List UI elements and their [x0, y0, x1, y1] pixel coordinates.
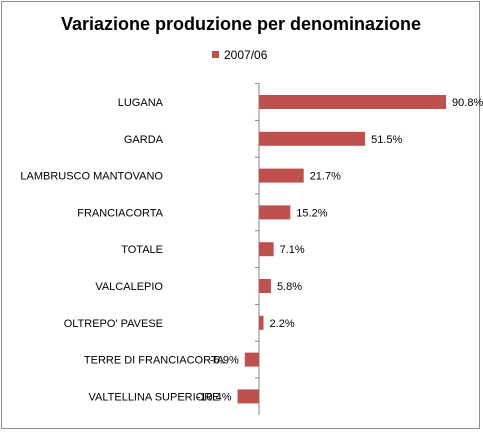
category-label: LUGANA: [118, 97, 164, 109]
value-label: 5.8%: [277, 281, 302, 293]
category-label: LAMBRUSCO MANTOVANO: [20, 171, 163, 183]
bar: [259, 131, 366, 146]
category-labels: LUGANA GARDA LAMBRUSCO MANTOVANO FRANCIACOR…: [20, 97, 224, 403]
bar: [259, 242, 274, 257]
category-label: GARDA: [124, 134, 164, 146]
bar: [259, 168, 304, 183]
value-labels: 90.8% 51.5% 21.7% 15.2% 7.1% 5.8% 2.2% -6.9% -10…: [197, 97, 483, 403]
bar: [259, 205, 291, 220]
category-label: TERRE DI FRANCIACORTA: [84, 355, 225, 367]
legend: 2007/06: [212, 48, 268, 62]
bar: [259, 315, 264, 330]
category-label: VALCALEPIO: [95, 281, 163, 293]
value-label: 15.2%: [296, 207, 327, 219]
value-label: -10.4%: [197, 391, 232, 403]
bar: [259, 95, 447, 109]
value-label: 7.1%: [280, 244, 305, 256]
value-label: 2.2%: [270, 318, 295, 330]
bar: [237, 389, 259, 404]
value-label: -6.9%: [210, 355, 239, 367]
bars-layer: [237, 95, 447, 404]
category-label: VALTELLINA SUPERIORE: [88, 391, 219, 403]
legend-label: 2007/06: [224, 48, 268, 62]
bar: [244, 352, 259, 367]
category-label: OLTREPO' PAVESE: [64, 318, 163, 330]
category-label: TOTALE: [121, 244, 163, 256]
value-label: 21.7%: [310, 171, 341, 183]
value-label: 90.8%: [452, 97, 483, 109]
legend-swatch: [212, 51, 219, 58]
value-label: 51.5%: [371, 134, 402, 146]
bar: [259, 279, 271, 293]
category-label: FRANCIACORTA: [77, 207, 163, 219]
chart-title: Variazione produzione per denominazione: [61, 14, 421, 34]
